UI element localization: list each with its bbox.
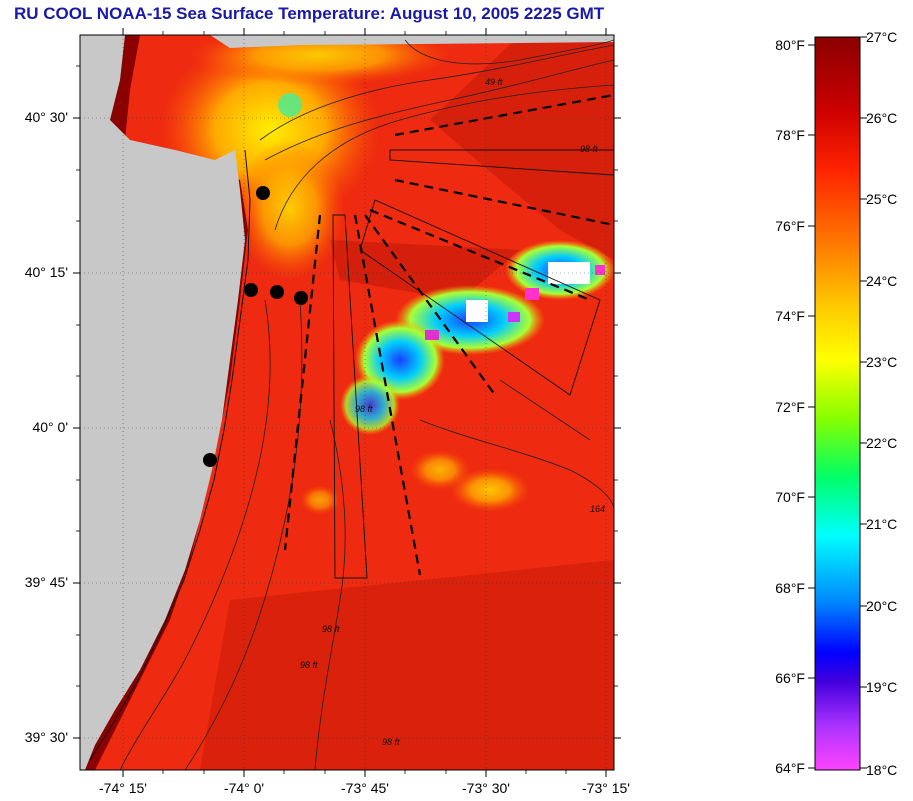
colorbar-c-label: 26°C [866,110,913,126]
isobath-label: 98 ft [382,737,400,747]
magenta-spot-3 [425,330,439,340]
colorbar-c-label: 23°C [866,354,913,370]
lat-label: 40° 30' [4,109,68,125]
lat-label: 39° 45' [4,574,68,590]
isobath-label: 98 ft [355,404,373,414]
colorbar-f-label: 80°F [745,37,805,53]
colorbar-c-label: 22°C [866,435,913,451]
warm-spot-sw [300,485,340,515]
magenta-spot-2 [508,312,520,322]
isobath-label: 98 ft [322,624,340,634]
colorbar-f-label: 64°F [745,760,805,776]
colorbar-c-label: 19°C [866,679,913,695]
colorbar-c-label: 27°C [866,29,913,45]
colorbar-c-label: 21°C [866,516,913,532]
colorbar-c-label: 18°C [866,762,913,778]
colorbar-c-label: 24°C [866,273,913,289]
isobath-label: 49 ft [485,77,503,87]
isobath-label: 98 ft [300,660,318,670]
cool-spot-north [278,93,302,117]
warm-plume-top [190,25,450,85]
lon-label: -74° 0' [209,780,279,796]
magenta-spot-4 [595,265,605,275]
isobath-label: 164 [590,504,605,514]
lon-label: -73° 45' [330,780,400,796]
colorbar-c-label: 20°C [866,598,913,614]
lon-label: -74° 15' [88,780,158,796]
colorbar-f-label: 72°F [745,399,805,415]
cloud-gap-2 [466,300,488,322]
isobath-label: 98 ft [580,144,598,154]
colorbar-f-label: 68°F [745,580,805,596]
station-marker[interactable] [256,186,270,200]
station-marker[interactable] [294,291,308,305]
colorbar-f-label: 74°F [745,308,805,324]
colorbar [815,37,860,770]
colorbar-f-label: 76°F [745,218,805,234]
station-marker[interactable] [270,285,284,299]
lon-label: -73° 15' [571,780,641,796]
colorbar-c-label: 25°C [866,191,913,207]
colorbar-f-label: 78°F [745,127,805,143]
lat-label: 40° 0' [4,419,68,435]
station-marker[interactable] [244,283,258,297]
colorbar-f-label: 70°F [745,489,805,505]
lon-label: -73° 30' [451,780,521,796]
cold-band-6 [410,450,470,490]
magenta-spot-1 [525,288,539,300]
lat-label: 39° 30' [4,729,68,745]
warm-plume-south [235,140,345,280]
station-marker[interactable] [203,453,217,467]
colorbar-f-label: 66°F [745,670,805,686]
lat-label: 40° 15' [4,264,68,280]
